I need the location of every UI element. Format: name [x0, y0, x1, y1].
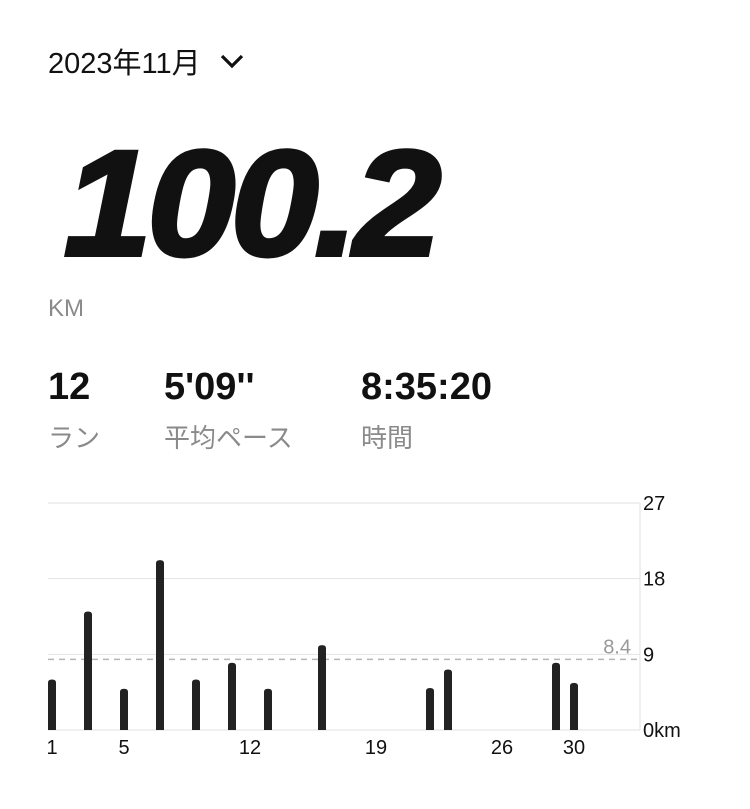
total-distance: 100.2: [62, 119, 444, 287]
x-tick-label: 19: [365, 737, 387, 759]
bar-day-3: [84, 611, 92, 730]
monthly-distance-chart: 27 18 9 0km 8.4 1 5 12 19 26 30: [46, 493, 681, 759]
bar-day-9: [192, 679, 200, 730]
stat-label: ラン: [48, 423, 101, 453]
stat-time: 8:35:20 時間: [361, 368, 492, 455]
bar-day-13: [264, 688, 272, 730]
y-tick-label: 27: [643, 493, 665, 515]
bar-day-11: [228, 662, 236, 730]
bar-day-16: [318, 645, 326, 730]
stat-pace: 5'09'' 平均ペース: [164, 368, 293, 455]
x-tick-label: 12: [239, 737, 261, 759]
stat-value: 5'09'': [164, 366, 255, 408]
distance-unit: KM: [48, 295, 84, 322]
x-tick-label: 1: [46, 737, 57, 759]
x-tick-label: 30: [563, 737, 585, 759]
stat-runs: 12 ラン: [48, 368, 100, 455]
stat-value: 12: [48, 366, 91, 408]
y-tick-label: 9: [643, 644, 654, 666]
bar-day-7: [156, 560, 164, 730]
bar-day-30: [570, 682, 578, 730]
x-tick-label: 5: [118, 737, 129, 759]
stat-label: 平均ペース: [164, 423, 293, 453]
bar-day-29: [552, 662, 560, 730]
bar-day-22: [426, 687, 434, 730]
x-tick-label: 26: [491, 737, 513, 759]
bar-day-23: [444, 669, 452, 730]
stat-label: 時間: [361, 423, 414, 453]
y-tick-label: 18: [643, 569, 665, 591]
y-tick-label: 0km: [643, 720, 681, 742]
chevron-down-icon: [220, 54, 243, 69]
month-selector[interactable]: 2023年11月: [48, 40, 245, 82]
bar-day-1: [48, 679, 56, 730]
bar-day-5: [120, 688, 128, 730]
average-label: 8.4: [603, 636, 631, 658]
stat-value: 8:35:20: [361, 366, 492, 408]
month-label: 2023年11月: [48, 48, 201, 80]
